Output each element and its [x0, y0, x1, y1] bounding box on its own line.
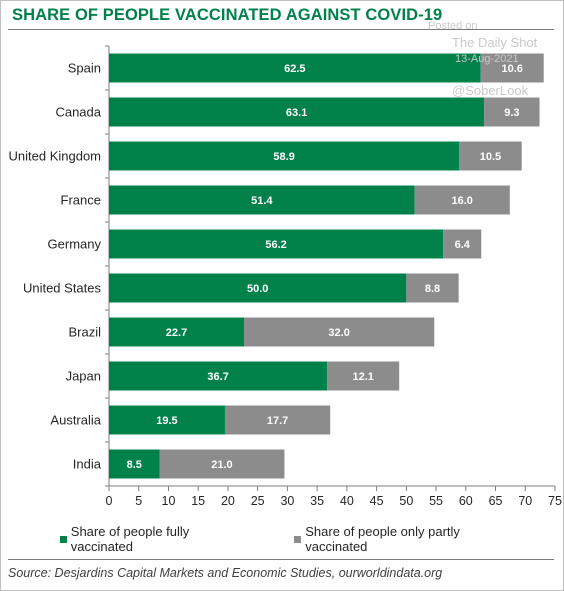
- data-label-fully: 58.9: [273, 151, 294, 163]
- bar-partly-vaccinated: [443, 229, 482, 259]
- category-label: United Kingdom: [9, 149, 102, 164]
- bar-fully-vaccinated: [109, 185, 415, 215]
- data-label-partly: 12.1: [353, 371, 374, 383]
- bar-partly-vaccinated: [459, 141, 522, 171]
- x-tick-label: 5: [135, 494, 142, 508]
- data-label-partly: 32.0: [328, 327, 349, 339]
- category-label: Canada: [55, 105, 101, 120]
- watermark-line-4: @SoberLook: [452, 83, 529, 98]
- data-label-partly: 17.7: [267, 415, 288, 427]
- x-tick-label: 70: [518, 494, 532, 508]
- data-label-fully: 36.7: [207, 371, 228, 383]
- title-divider: [8, 29, 554, 30]
- bar-fully-vaccinated: [109, 273, 407, 303]
- watermark-line-2: The Daily Shot: [452, 35, 538, 50]
- legend-swatch-fully: [60, 535, 67, 543]
- category-label: Germany: [48, 237, 102, 252]
- legend-item-fully: Share of people fully vaccinated: [60, 524, 249, 554]
- legend-swatch-partly: [294, 535, 302, 543]
- bar-partly-vaccinated: [480, 53, 544, 83]
- x-tick-label: 45: [370, 494, 384, 508]
- data-label-partly: 9.3: [504, 107, 519, 119]
- data-label-fully: 22.7: [166, 327, 187, 339]
- category-label: Spain: [68, 61, 101, 76]
- x-tick-label: 0: [106, 494, 113, 508]
- legend: Share of people fully vaccinated Share o…: [60, 524, 564, 554]
- data-label-fully: 51.4: [251, 195, 273, 207]
- legend-label-fully: Share of people fully vaccinated: [70, 524, 190, 554]
- bar-fully-vaccinated: [109, 97, 485, 127]
- data-label-fully: 50.0: [247, 283, 268, 295]
- source-divider: [8, 559, 554, 560]
- bar-partly-vaccinated: [224, 405, 331, 435]
- bar-partly-vaccinated: [243, 317, 435, 347]
- bar-partly-vaccinated: [327, 361, 400, 391]
- x-tick-label: 20: [221, 494, 235, 508]
- x-tick-label: 10: [162, 494, 176, 508]
- category-label: India: [73, 457, 102, 472]
- legend-item-partly: Share of people only partly vaccinated: [294, 524, 519, 554]
- data-label-fully: 56.2: [265, 239, 286, 251]
- bar-partly-vaccinated: [484, 97, 540, 127]
- category-label: Australia: [50, 413, 101, 428]
- x-tick-label: 40: [340, 494, 354, 508]
- data-label-fully: 19.5: [156, 415, 177, 427]
- bar-partly-vaccinated: [406, 273, 459, 303]
- bar-partly-vaccinated: [414, 185, 510, 215]
- x-tick-label: 35: [310, 494, 324, 508]
- bar-fully-vaccinated: [109, 317, 244, 347]
- bar-fully-vaccinated: [109, 361, 328, 391]
- category-label: France: [61, 193, 101, 208]
- data-label-fully: 8.5: [127, 459, 142, 471]
- chart-title: SHARE OF PEOPLE VACCINATED AGAINST COVID…: [12, 6, 443, 24]
- category-label: United States: [23, 281, 102, 296]
- bar-fully-vaccinated: [109, 449, 160, 479]
- data-label-partly: 10.5: [480, 151, 501, 163]
- bar-fully-vaccinated: [109, 229, 444, 259]
- x-tick-label: 65: [489, 494, 503, 508]
- data-label-partly: 10.6: [501, 63, 522, 75]
- data-label-partly: 16.0: [452, 195, 473, 207]
- bar-fully-vaccinated: [109, 405, 225, 435]
- x-tick-label: 30: [280, 494, 294, 508]
- watermark-line-3: 13-Aug-2021: [455, 53, 519, 65]
- x-tick-label: 55: [429, 494, 443, 508]
- data-label-fully: 63.1: [286, 107, 307, 119]
- bar-fully-vaccinated: [109, 141, 460, 171]
- x-tick-label: 15: [191, 494, 205, 508]
- x-tick-label: 75: [548, 494, 562, 508]
- bar-partly-vaccinated: [159, 449, 285, 479]
- source-note: Source: Desjardins Capital Markets and E…: [8, 566, 443, 580]
- data-label-partly: 8.8: [425, 283, 440, 295]
- category-label: Brazil: [68, 325, 101, 340]
- data-label-fully: 62.5: [284, 63, 305, 75]
- bar-fully-vaccinated: [109, 53, 481, 83]
- category-label: Japan: [66, 369, 101, 384]
- x-tick-label: 50: [399, 494, 413, 508]
- watermark-line-1: Posted on: [428, 20, 478, 32]
- x-tick-label: 25: [251, 494, 265, 508]
- data-label-partly: 6.4: [455, 239, 471, 251]
- legend-label-partly: Share of people only partly vaccinated: [305, 524, 460, 554]
- data-label-partly: 21.0: [211, 459, 232, 471]
- x-tick-label: 60: [459, 494, 473, 508]
